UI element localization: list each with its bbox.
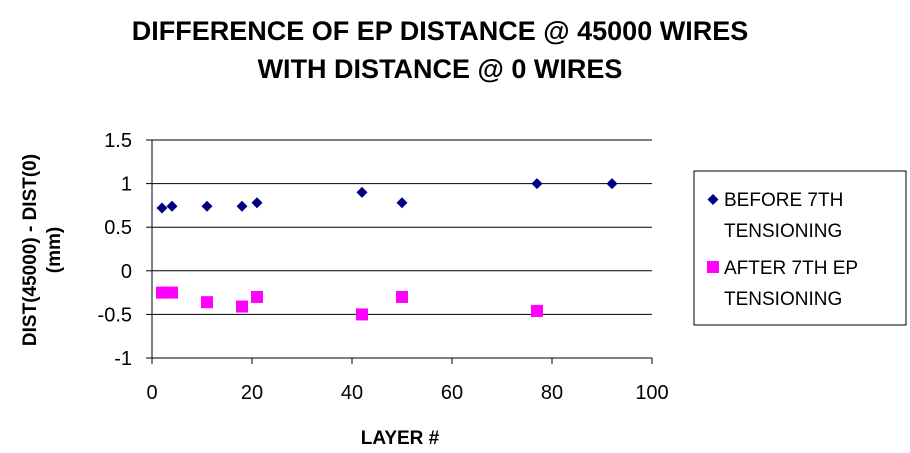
data-point-after	[356, 308, 368, 321]
data-point-before	[236, 200, 248, 212]
x-tick-label: 80	[541, 382, 563, 404]
legend-marker-before	[707, 194, 719, 205]
gridlines	[152, 139, 652, 315]
legend-label-before-line-1: BEFORE 7TH	[724, 190, 843, 211]
y-axis-label-line-1: DIST(45000) - DIST(0)	[20, 154, 41, 346]
y-tick-label: 0	[121, 261, 132, 283]
y-tick-label: -1	[114, 348, 132, 370]
data-point-after	[396, 290, 408, 303]
axes	[146, 139, 653, 364]
x-tick-labels: 0 20 40 60 80 100	[146, 382, 668, 404]
data-point-after	[251, 290, 263, 303]
data-point-before	[356, 186, 368, 198]
legend-label-before-line-2: TENSIONING	[724, 221, 842, 242]
x-tick-label: 0	[146, 382, 157, 404]
y-tick-label: 1.5	[104, 130, 132, 152]
data-points	[156, 178, 618, 321]
y-tick-label: 1	[121, 174, 132, 196]
data-point-before	[606, 178, 618, 190]
data-point-before	[166, 200, 178, 212]
data-point-after	[531, 304, 543, 317]
legend-label-after-line-1: AFTER 7TH EP	[724, 258, 858, 279]
data-point-before	[396, 197, 408, 209]
x-tick-label: 40	[341, 382, 363, 404]
legend-label-after-line-2: TENSIONING	[724, 289, 842, 310]
x-tick-label: 100	[635, 382, 668, 404]
y-tick-label: -0.5	[98, 304, 132, 326]
x-axis-label: LAYER #	[361, 428, 440, 449]
legend: BEFORE 7TH TENSIONING AFTER 7TH EP TENSI…	[693, 170, 907, 326]
data-point-before	[531, 178, 543, 190]
y-tick-labels: 1.5 1 0.5 0 -0.5 -1	[98, 130, 132, 370]
data-point-before	[201, 200, 213, 212]
data-point-before	[251, 197, 263, 209]
y-tick-label: 0.5	[104, 217, 132, 239]
x-tick-label: 60	[441, 382, 463, 404]
data-point-after	[166, 286, 178, 299]
data-point-after	[201, 296, 213, 309]
legend-marker-after	[707, 261, 719, 273]
chart-title-line-1: DIFFERENCE OF EP DISTANCE @ 45000 WIRES	[132, 16, 748, 46]
data-point-after	[236, 300, 248, 313]
y-axis-label-line-2: (mm)	[44, 227, 65, 273]
data-point-after	[156, 286, 168, 299]
x-tick-label: 20	[241, 382, 263, 404]
chart-title-line-2: WITH DISTANCE @ 0 WIRES	[258, 54, 623, 84]
legend-box	[693, 170, 907, 326]
data-point-before	[156, 202, 168, 214]
